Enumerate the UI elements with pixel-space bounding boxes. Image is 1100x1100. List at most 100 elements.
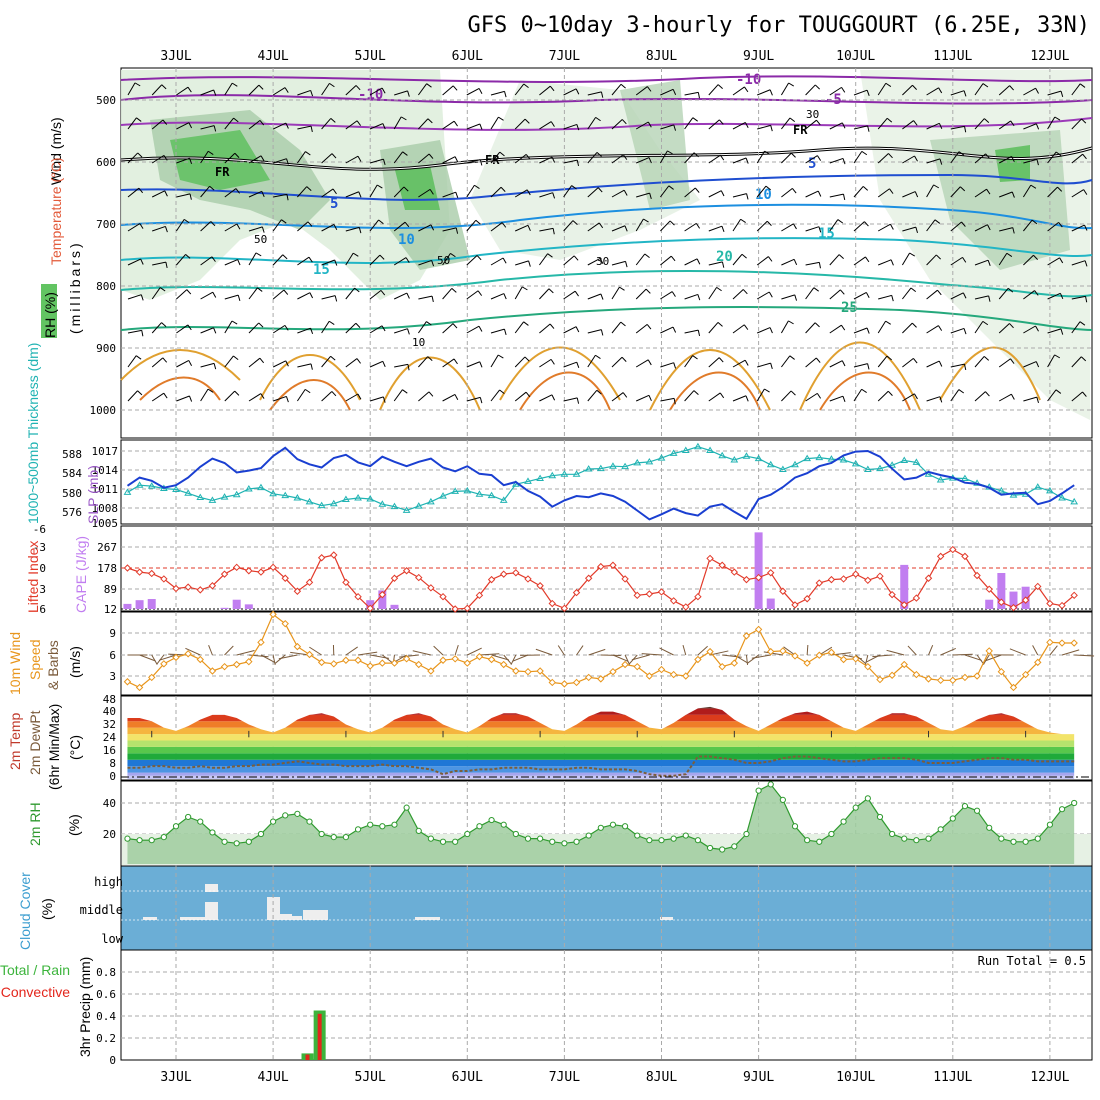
wind-barb	[684, 91, 700, 99]
wind-barb-staff	[466, 290, 479, 300]
rh2m-point	[270, 818, 277, 825]
wind-barb	[998, 120, 1015, 130]
contour-label-5-b: 5	[808, 156, 816, 172]
wind-barb-staff	[273, 158, 287, 164]
wind-barb-staff	[466, 325, 480, 334]
rh2m-point	[694, 837, 702, 844]
tick-precip-0.2: 0.2	[96, 1032, 116, 1045]
wind-barb-flag	[357, 393, 362, 400]
wind-barb-staff	[248, 119, 261, 130]
wind-barb-flag	[332, 188, 337, 195]
wind-barb-flag	[285, 396, 289, 403]
wind-barb-staff	[877, 117, 888, 130]
wind-barb	[877, 188, 894, 198]
wind-barb-staff	[974, 188, 987, 198]
surface-wind-barb	[278, 654, 298, 660]
wind-barb-flag	[526, 189, 531, 196]
wind-barb	[611, 189, 628, 198]
wind-barb	[902, 226, 918, 234]
wind-barb	[878, 259, 894, 266]
wind-speed-point	[645, 672, 654, 680]
wind-barb-staff	[200, 150, 209, 164]
wind-barb-staff	[369, 396, 384, 402]
wind-barb-staff	[151, 322, 162, 334]
wind-barb-staff	[248, 190, 262, 198]
cape-bar	[766, 598, 775, 609]
wind-barb-staff	[151, 357, 164, 368]
contour-label-10-b: 10	[755, 187, 772, 203]
wind-barb	[442, 156, 459, 164]
wind-barb-staff	[684, 152, 695, 164]
thickness-point	[257, 483, 265, 491]
contour-label-10-a: 10	[398, 232, 415, 248]
cloud-bar	[180, 917, 205, 920]
wind-barb-staff	[635, 359, 649, 368]
thickness-point	[439, 492, 447, 499]
wind-barb	[151, 322, 167, 334]
rh2m-point	[973, 807, 981, 814]
wind-barb-staff	[757, 89, 771, 96]
wind-barb-staff	[926, 122, 940, 130]
rh2m-point	[876, 813, 884, 821]
rh2m-point	[634, 832, 641, 839]
wind-barb-staff	[176, 193, 191, 198]
wind-barb-flag	[187, 86, 192, 93]
wind-barb-flag	[962, 292, 967, 299]
wind-barb	[321, 320, 335, 334]
wind-barb-flag	[600, 293, 604, 300]
wind-barb-staff	[369, 123, 384, 130]
wind-barb-flag	[817, 155, 822, 161]
wind-barb	[563, 159, 580, 167]
wind-barb	[1047, 90, 1064, 98]
rh2m-point	[185, 813, 192, 821]
wind-barb-flag	[694, 187, 700, 193]
wind-speed-point	[451, 655, 459, 663]
wind-barb-flag	[1034, 290, 1039, 296]
wind-barb-flag	[381, 87, 386, 94]
tick-500: 500	[96, 94, 116, 107]
wind-barb-flag	[673, 362, 677, 369]
wind-barb-staff	[224, 82, 233, 96]
wind-barb-staff	[950, 292, 964, 300]
wind-barb-flag	[547, 253, 553, 258]
surface-wind-barb	[236, 649, 255, 656]
wind-barb	[393, 151, 408, 164]
thickness-point	[596, 464, 605, 472]
lifted-index-point	[148, 569, 156, 578]
wind-barb-staff	[587, 293, 602, 300]
wind-barb-staff	[902, 155, 915, 164]
rh2m-point	[464, 830, 471, 838]
wind-barb	[563, 255, 579, 266]
wind-barb	[514, 391, 531, 402]
label-cape: CAPE (J/kg)	[73, 536, 89, 613]
wind-barb	[514, 224, 531, 232]
surface-wind-barb	[864, 654, 869, 666]
wind-barb-flag	[595, 116, 601, 122]
wind-barb-flag	[692, 117, 698, 122]
wind-barb	[829, 193, 846, 201]
lifted-index-point	[767, 569, 775, 577]
wind-barb	[514, 83, 529, 96]
lifted-index-point	[961, 552, 969, 561]
wind-barb	[708, 225, 725, 233]
wind-speed-point	[330, 660, 338, 668]
lifted-index-point	[293, 587, 302, 595]
wind-barb	[611, 260, 628, 268]
wind-barb-flag	[983, 356, 990, 361]
wind-barb-staff	[273, 193, 288, 198]
wind-barb-flag	[672, 326, 677, 333]
rh2m-point	[233, 840, 240, 847]
wind-barb-flag	[407, 364, 410, 371]
wind-barb-flag	[165, 261, 168, 269]
wind-barb-staff	[417, 321, 427, 334]
wind-barb-staff	[418, 356, 429, 368]
wind-barb	[1023, 396, 1039, 404]
wind-barb	[1071, 391, 1087, 402]
wind-barb	[950, 125, 967, 133]
wind-speed-point	[342, 656, 350, 664]
wind-barb-flag	[549, 85, 555, 92]
wind-barb-staff	[805, 287, 815, 300]
wind-barb-flag	[792, 223, 797, 230]
lifted-index-point	[779, 587, 787, 595]
thickness-point	[281, 491, 290, 499]
